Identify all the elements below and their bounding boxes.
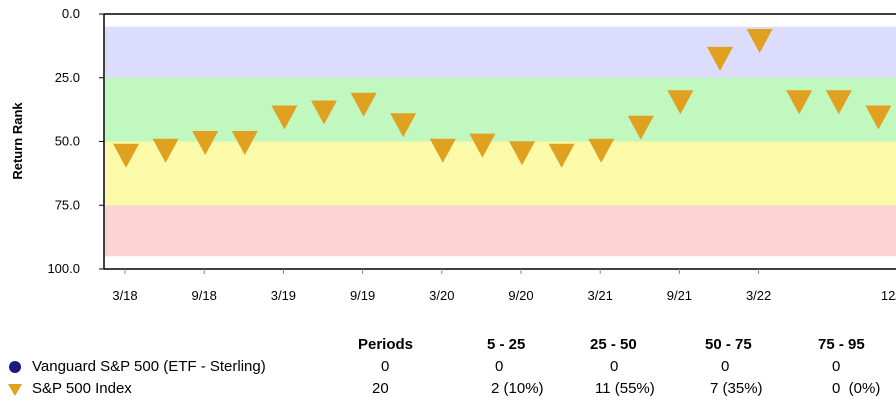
index-name: S&P 500 Index <box>32 380 132 397</box>
x-tick-label: 3/21 <box>588 288 613 303</box>
data-point-triangle <box>786 90 813 115</box>
y-axis-label: Return Rank <box>10 102 25 180</box>
x-tick-label: 3/22 <box>746 288 771 303</box>
x-axis-ticks: 3/18 9/18 3/19 9/19 3/20 9/20 3/21 9/21 3/22 12/2… <box>112 269 896 303</box>
x-tick-label: 9/19 <box>350 288 375 303</box>
data-point-triangle <box>588 138 615 163</box>
y-tick-label: 75.0 <box>55 197 80 212</box>
header-25-50: 25 - 50 <box>590 336 637 353</box>
header-50-75: 50 - 75 <box>705 336 752 353</box>
band-75-95 <box>105 205 896 257</box>
data-point-triangle <box>390 113 417 138</box>
band-50-75 <box>105 141 896 206</box>
y-tick-label: 50.0 <box>55 134 80 149</box>
summary-header-row: Periods 5 - 25 25 - 50 50 - 75 75 - 95 <box>0 336 896 356</box>
data-point-triangle <box>192 131 219 156</box>
data-point-triangle <box>548 143 575 168</box>
fund-periods: 0 <box>381 358 390 375</box>
header-periods: Periods <box>358 336 414 353</box>
data-point-triangle <box>509 141 535 166</box>
data-point-triangle <box>469 133 496 158</box>
header-5-25: 5 - 25 <box>487 336 526 353</box>
data-point-triangle <box>627 115 654 140</box>
x-tick-label: 12/22 <box>881 288 896 303</box>
series-points <box>113 29 892 168</box>
x-tick-label: 9/18 <box>192 288 217 303</box>
data-point-triangle <box>271 105 298 130</box>
circle-marker-icon <box>9 361 21 373</box>
quartile-bands <box>105 26 896 257</box>
data-point-triangle <box>429 138 456 163</box>
index-75-95: 0 (0%) <box>832 380 881 397</box>
header-75-95: 75 - 95 <box>818 336 865 353</box>
data-point-triangle <box>865 105 892 130</box>
fund-75-95: 0 <box>832 358 841 375</box>
x-tick-label: 3/19 <box>271 288 296 303</box>
data-point-triangle <box>231 131 258 156</box>
band-5-25 <box>105 26 896 78</box>
fund-name: Vanguard S&P 500 (ETF - Sterling) <box>32 358 266 375</box>
data-point-triangle <box>350 92 377 117</box>
data-point-triangle <box>746 29 773 54</box>
data-point-triangle <box>707 46 733 71</box>
x-tick-label: 9/20 <box>508 288 533 303</box>
y-tick-label: 100.0 <box>47 261 80 276</box>
band-25-50 <box>105 77 896 142</box>
data-point-triangle <box>152 138 179 163</box>
index-25-50: 11 (55%) <box>595 380 655 397</box>
y-tick-label: 25.0 <box>55 70 80 85</box>
data-point-triangle <box>667 90 694 115</box>
x-tick-label: 3/20 <box>429 288 454 303</box>
data-point-triangle <box>825 90 852 115</box>
data-point-triangle <box>113 143 139 168</box>
summary-row-fund: Vanguard S&P 500 (ETF - Sterling) 0 0 0 … <box>0 358 896 378</box>
fund-25-50: 0 <box>610 358 619 375</box>
data-point-triangle <box>311 100 337 125</box>
index-periods: 20 <box>372 380 389 397</box>
y-axis-ticks: 0.0 25.0 50.0 75.0 100.0 <box>47 6 104 276</box>
summary-row-index: S&P 500 Index 20 2 (10%) 11 (55%) 7 (35%… <box>0 380 896 400</box>
x-tick-label: 3/18 <box>112 288 137 303</box>
x-tick-label: 9/21 <box>667 288 692 303</box>
y-tick-label: 0.0 <box>62 6 80 21</box>
fund-50-75: 0 <box>721 358 730 375</box>
return-rank-chart: 0.0 25.0 50.0 75.0 100.0 3/18 9/18 3/19 9/19 3/2… <box>10 6 896 303</box>
index-5-25: 2 (10%) <box>491 380 544 397</box>
fund-5-25: 0 <box>495 358 504 375</box>
index-50-75: 7 (35%) <box>710 380 763 397</box>
triangle-marker-icon <box>8 384 22 396</box>
